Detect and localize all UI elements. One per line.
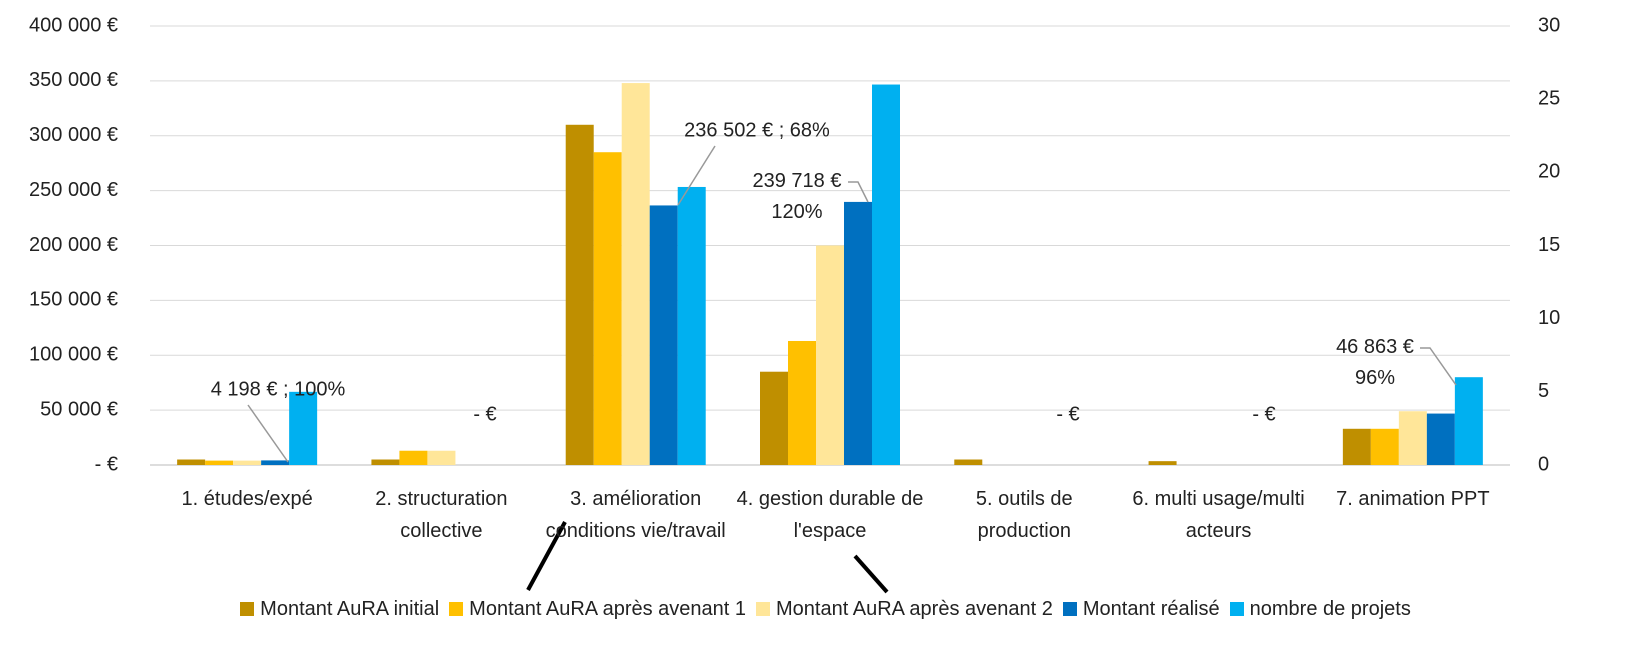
- legend-item: Montant AuRA après avenant 2: [756, 598, 1053, 621]
- y2-tick-label: 5: [1538, 380, 1549, 402]
- data-label: - €: [473, 403, 496, 425]
- legend-item: Montant réalisé: [1062, 598, 1220, 621]
- legend-swatch: [756, 602, 771, 616]
- x-tick-label: 3. amélioration conditions vie/travail: [545, 488, 726, 542]
- data-label: 46 863 €96%: [1336, 336, 1414, 389]
- y-tick-label: 100 000 €: [29, 344, 118, 366]
- legend-label: Montant AuRA initial: [260, 598, 440, 620]
- data-label: 4 198 € ; 100%: [211, 378, 346, 400]
- legend-item: Montant AuRA après avenant 1: [449, 598, 746, 621]
- legend-box: Montant AuRA initial Montant AuRA après a…: [0, 598, 1651, 621]
- y-tick-label: 50 000 €: [40, 398, 118, 420]
- data-label: 236 502 € ; 68%: [684, 119, 830, 141]
- y2-tick-label: 30: [1538, 14, 1560, 36]
- bar: [1454, 377, 1483, 465]
- legend-swatch: [1062, 602, 1077, 616]
- bar: [1398, 411, 1427, 465]
- x-tick-label: 7. animation PPT: [1336, 488, 1490, 510]
- y2-tick-label: 15: [1538, 234, 1560, 256]
- legend-label: Montant AuRA après avenant 1: [469, 598, 747, 620]
- decor-line: [853, 554, 889, 594]
- legend-item: Montant AuRA initial: [240, 598, 439, 621]
- y-tick-label: 350 000 €: [29, 69, 118, 91]
- y-tick-label: 200 000 €: [29, 234, 118, 256]
- y-tick-label: 400 000 €: [29, 14, 118, 36]
- bar: [261, 460, 290, 465]
- bar: [1148, 461, 1177, 465]
- data-label: - €: [1056, 403, 1079, 425]
- bar: [788, 340, 816, 465]
- bar: [399, 450, 428, 465]
- y-tick-label: 150 000 €: [29, 289, 118, 311]
- bar: [872, 84, 900, 466]
- data-label: - €: [1252, 403, 1275, 425]
- y2-tick-label: 0: [1538, 453, 1549, 475]
- y-tick-label: 300 000 €: [29, 124, 118, 146]
- legend: Montant AuRA initial Montant AuRA après a…: [0, 598, 1651, 621]
- bar: [233, 460, 262, 465]
- y-tick-label: 250 000 €: [29, 179, 118, 201]
- bar: [593, 152, 622, 465]
- bar: [677, 186, 706, 465]
- legend-swatch: [240, 602, 255, 616]
- bar: [1426, 413, 1455, 465]
- leader-line: [848, 181, 869, 203]
- x-tick-label: 4. gestion durable de l'espace: [736, 488, 924, 542]
- bar: [1342, 428, 1371, 465]
- y2-tick-label: 20: [1538, 161, 1560, 183]
- bar: [760, 371, 788, 465]
- legend-label: Montant AuRA après avenant 2: [776, 598, 1053, 620]
- y2-tick-label: 25: [1538, 87, 1560, 109]
- x-tick-label: 2. structuration collective: [375, 488, 508, 542]
- bar: [565, 124, 594, 466]
- bar: [649, 205, 678, 465]
- x-tick-label-box: 6. multi usage/multi acteurs: [1132, 488, 1305, 542]
- decor-line: [526, 521, 567, 591]
- y-tick-label: - €: [95, 453, 118, 475]
- x-tick-label-box: 5. outils de production: [975, 488, 1073, 542]
- x-tick-label-box: 3. amélioration conditions vie/travail: [545, 488, 726, 542]
- bar: [289, 391, 318, 465]
- leader-line: [247, 404, 289, 463]
- bar: [371, 459, 400, 465]
- legend-label: Montant réalisé: [1082, 598, 1220, 620]
- x-tick-label-box: 1. études/expé: [181, 488, 313, 510]
- legend-swatch: [1229, 602, 1244, 616]
- legend-item: nombre de projets: [1229, 598, 1411, 621]
- x-tick-label: 6. multi usage/multi acteurs: [1132, 488, 1305, 542]
- legend-label: nombre de projets: [1249, 598, 1411, 620]
- bar: [177, 459, 206, 465]
- x-tick-label: 5. outils de production: [975, 488, 1073, 542]
- data-label: 239 718 €120%: [753, 170, 842, 223]
- legend-swatch: [449, 602, 464, 616]
- leader-line: [677, 145, 716, 206]
- x-tick-label-box: 2. structuration collective: [375, 488, 508, 542]
- leader-line: [1420, 347, 1457, 386]
- bar: [816, 245, 844, 465]
- bar: [1370, 428, 1399, 465]
- bar: [427, 450, 456, 465]
- x-tick-label-box: 4. gestion durable de l'espace: [736, 488, 924, 542]
- y2-tick-label: 10: [1538, 307, 1560, 329]
- bar: [621, 83, 650, 465]
- x-tick-label-box: 7. animation PPT: [1336, 488, 1490, 510]
- bar: [954, 459, 983, 465]
- x-tick-label: 1. études/expé: [181, 488, 313, 510]
- bar: [844, 201, 872, 466]
- bar: [205, 460, 234, 465]
